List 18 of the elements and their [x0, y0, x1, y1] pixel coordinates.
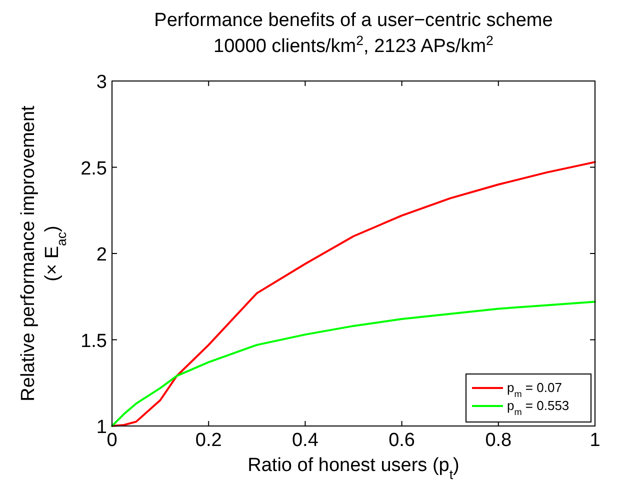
y-tick-label: 2.5 — [80, 158, 107, 180]
x-tick-label: 0.4 — [292, 430, 319, 451]
x-tick-label: 0.2 — [195, 430, 222, 451]
legend-label: p$_{m}$ = 0.07 — [507, 380, 562, 399]
x-tick-label: 0.6 — [388, 430, 416, 451]
legend-label: p$_{m}$ = 0.553 — [507, 398, 570, 417]
line-series — [111, 300, 596, 427]
y-tick-label: 2 — [96, 244, 107, 266]
chart-title: Performance benefits of a user−centric scheme — [154, 10, 553, 31]
y-tick-label: 3 — [96, 72, 107, 93]
x-tick-label: 0.8 — [485, 430, 512, 451]
chart-subtitle: 10000 clients/km$^{2}$, 2123 APs/km$^{2}$ — [214, 32, 494, 57]
y-tick-label: 1.5 — [80, 330, 107, 352]
x-tick-label: 1 — [590, 430, 600, 451]
line-series — [111, 161, 596, 427]
x-tick-label: 0 — [106, 430, 118, 451]
x-axis-title: Ratio of honest users (p$_{t}$) — [248, 455, 460, 482]
y-tick-label: 1 — [96, 417, 107, 438]
